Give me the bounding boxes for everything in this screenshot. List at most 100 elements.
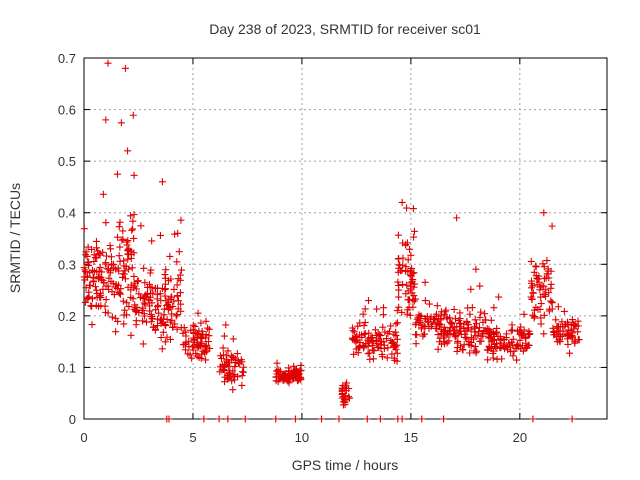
data-point bbox=[568, 316, 576, 324]
data-point bbox=[139, 304, 147, 312]
data-point bbox=[199, 330, 207, 338]
data-point bbox=[460, 341, 468, 349]
data-point bbox=[157, 319, 165, 327]
data-point bbox=[220, 351, 228, 359]
data-point bbox=[112, 280, 120, 288]
data-point bbox=[387, 336, 395, 344]
data-point bbox=[173, 258, 181, 266]
data-point bbox=[471, 328, 479, 336]
y-axis-label: SRMTID / TECUs bbox=[7, 183, 23, 293]
data-point bbox=[408, 289, 416, 297]
data-point bbox=[165, 415, 173, 423]
data-point bbox=[461, 333, 469, 341]
data-point bbox=[143, 318, 151, 326]
data-point bbox=[132, 321, 140, 329]
data-point bbox=[216, 368, 224, 376]
data-point bbox=[369, 338, 377, 346]
data-point bbox=[222, 321, 230, 329]
data-point bbox=[540, 275, 548, 283]
data-point bbox=[154, 301, 162, 309]
data-point bbox=[84, 294, 92, 302]
data-point bbox=[92, 237, 100, 245]
data-point bbox=[395, 293, 403, 301]
data-point bbox=[174, 229, 182, 237]
data-point bbox=[564, 321, 572, 329]
y-tick-label: 0.2 bbox=[58, 309, 76, 324]
data-point bbox=[398, 266, 406, 274]
data-point bbox=[410, 227, 418, 235]
data-point bbox=[86, 269, 94, 277]
data-point bbox=[95, 250, 103, 258]
data-point bbox=[403, 204, 411, 212]
data-point bbox=[108, 313, 116, 321]
data-point bbox=[182, 332, 190, 340]
data-point bbox=[361, 330, 369, 338]
data-point bbox=[202, 343, 210, 351]
y-tick-label: 0.4 bbox=[58, 206, 76, 221]
x-tick-label: 10 bbox=[295, 430, 309, 445]
data-point bbox=[116, 289, 124, 297]
data-point bbox=[86, 282, 94, 290]
data-point bbox=[159, 328, 167, 336]
data-point bbox=[120, 320, 128, 328]
data-point bbox=[554, 303, 562, 311]
data-point bbox=[177, 266, 185, 274]
data-point bbox=[84, 243, 92, 251]
data-point bbox=[115, 288, 123, 296]
data-point bbox=[433, 319, 441, 327]
data-point bbox=[127, 212, 135, 220]
data-point bbox=[399, 280, 407, 288]
data-point bbox=[495, 293, 503, 301]
data-point bbox=[484, 356, 492, 364]
data-point bbox=[80, 225, 88, 233]
data-point bbox=[146, 293, 154, 301]
data-point bbox=[219, 344, 227, 352]
data-point bbox=[291, 370, 299, 378]
data-point bbox=[129, 225, 137, 233]
data-point bbox=[379, 323, 387, 331]
data-point bbox=[119, 227, 127, 235]
data-point bbox=[489, 354, 497, 362]
data-point bbox=[481, 310, 489, 318]
data-point bbox=[574, 328, 582, 336]
data-point bbox=[123, 238, 131, 246]
data-point bbox=[161, 280, 169, 288]
data-point bbox=[120, 262, 128, 270]
data-point bbox=[527, 284, 535, 292]
y-tick-label: 0.5 bbox=[58, 154, 76, 169]
data-point bbox=[419, 332, 427, 340]
data-point bbox=[543, 270, 551, 278]
data-point bbox=[527, 277, 535, 285]
data-point bbox=[363, 415, 371, 423]
data-point bbox=[141, 300, 149, 308]
data-point bbox=[158, 178, 166, 186]
data-point bbox=[360, 342, 368, 350]
grid bbox=[84, 58, 607, 419]
data-point bbox=[154, 303, 162, 311]
data-point bbox=[146, 269, 154, 277]
data-point bbox=[99, 190, 107, 198]
data-point bbox=[193, 352, 201, 360]
y-tick-label: 0.7 bbox=[58, 51, 76, 66]
chart-title: Day 238 of 2023, SRMTID for receiver sc0… bbox=[209, 21, 481, 37]
data-point bbox=[356, 343, 364, 351]
data-point bbox=[467, 326, 475, 334]
data-point bbox=[402, 241, 410, 249]
data-point bbox=[393, 307, 401, 315]
data-point bbox=[156, 316, 164, 324]
data-point bbox=[125, 251, 133, 259]
data-point bbox=[225, 369, 233, 377]
data-point bbox=[345, 394, 353, 402]
data-point bbox=[453, 347, 461, 355]
data-point bbox=[402, 263, 410, 271]
data-point bbox=[358, 333, 366, 341]
data-point bbox=[390, 330, 398, 338]
data-point bbox=[141, 279, 149, 287]
data-point bbox=[197, 354, 205, 362]
data-point bbox=[558, 333, 566, 341]
data-point bbox=[383, 354, 391, 362]
data-point bbox=[139, 317, 147, 325]
data-point bbox=[296, 373, 304, 381]
data-point bbox=[537, 320, 545, 328]
data-point bbox=[93, 244, 101, 252]
